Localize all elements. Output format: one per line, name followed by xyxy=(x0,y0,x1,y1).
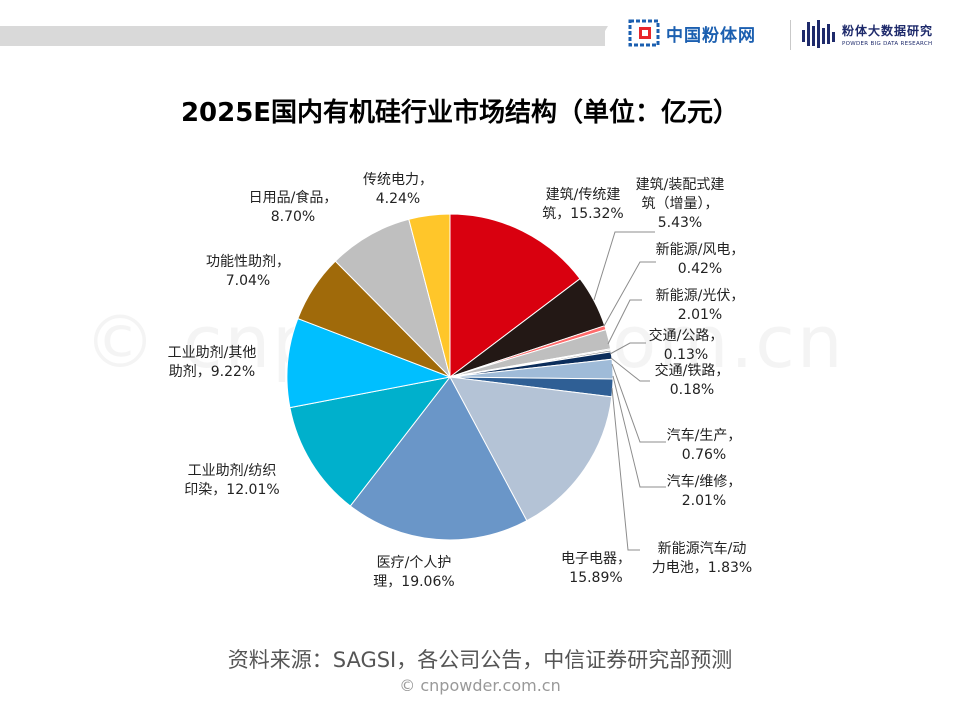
data-label-2-line-1: 0.42% xyxy=(678,261,722,277)
header-bar-notch xyxy=(596,26,608,46)
leader-line-8 xyxy=(611,387,640,551)
data-label-5-line-0: 交通/铁路， xyxy=(655,362,730,379)
pie-slice-11 xyxy=(289,376,452,507)
pie-slice-14 xyxy=(334,218,451,379)
leader-line-7 xyxy=(612,375,666,488)
data-label-9: 电子电器， 15.89% xyxy=(561,551,631,586)
data-label-8-line-1: 力电池，1.83% xyxy=(652,560,752,576)
data-label-11-line-0: 工业助剂/纺织 xyxy=(188,463,277,479)
bar-graph-logo-icon xyxy=(802,20,835,48)
data-label-14-line-1: 8.70% xyxy=(271,209,315,225)
data-label-6-line-0: 汽车/生产， xyxy=(667,427,742,444)
pie-slice-0 xyxy=(449,213,581,379)
data-label-4-line-1: 0.13% xyxy=(664,347,708,363)
data-label-4-line-0: 交通/公路， xyxy=(649,327,724,344)
pie-slice-15 xyxy=(408,213,451,378)
data-label-1-line-0: 建筑/装配式建 xyxy=(636,177,725,193)
data-label-14: 日用品/食品， 8.70% xyxy=(249,189,338,225)
data-label-12: 工业助剂/其他助剂，9.22% xyxy=(168,345,257,380)
leader-line-6 xyxy=(611,363,666,443)
data-label-12-line-0: 工业助剂/其他 xyxy=(168,345,257,361)
data-label-5: 交通/铁路， 0.18% xyxy=(655,362,730,398)
data-label-13-line-1: 7.04% xyxy=(226,273,270,289)
leader-line-2 xyxy=(603,261,656,327)
data-label-2: 新能源/风电， 0.42% xyxy=(656,242,745,277)
powder-big-data-logo[interactable]: 粉体大数据研究 POWDER BIG DATA RESEARCH xyxy=(800,16,933,52)
data-label-10: 医疗/个人护理，19.06% xyxy=(373,555,454,590)
data-label-15-line-1: 4.24% xyxy=(376,191,420,207)
data-label-1-line-1: 筑（增量）， xyxy=(642,196,719,212)
data-label-8: 新能源汽车/动力电池，1.83% xyxy=(652,540,752,576)
cnpowder-logo[interactable]: 中国粉体网 xyxy=(628,16,756,50)
data-label-8-line-0: 新能源汽车/动 xyxy=(658,540,747,557)
cnpowder-logo-icon xyxy=(628,19,660,47)
data-label-0: 建筑/传统建筑，15.32% xyxy=(542,187,623,222)
data-label-2-line-0: 新能源/风电， xyxy=(656,242,745,258)
data-label-3-line-0: 新能源/光伏， xyxy=(656,288,745,304)
data-label-9-line-1: 15.89% xyxy=(569,570,622,586)
pie-slice-9 xyxy=(449,376,613,522)
data-label-0-line-1: 筑，15.32% xyxy=(542,206,623,222)
data-label-13-line-0: 功能性助剂， xyxy=(206,254,290,270)
footer-copyright: © cnpowder.com.cn xyxy=(399,676,561,695)
data-label-15: 传统电力， 4.24% xyxy=(363,172,433,207)
data-label-4: 交通/公路， 0.13% xyxy=(649,327,724,363)
data-label-7: 汽车/维修， 2.01% xyxy=(667,473,742,509)
leader-line-1 xyxy=(593,231,655,301)
cnpowder-logo-text: 中国粉体网 xyxy=(666,25,756,46)
leader-line-4 xyxy=(609,342,646,355)
chart-title: 2025E国内有机硅行业市场结构（单位：亿元） xyxy=(180,98,740,128)
data-label-6: 汽车/生产， 0.76% xyxy=(667,427,742,463)
data-label-3: 新能源/光伏， 2.01% xyxy=(656,288,745,323)
data-label-14-line-0: 日用品/食品， xyxy=(249,189,338,206)
header-bar xyxy=(0,26,605,46)
logo-separator xyxy=(790,20,791,50)
data-label-9-line-0: 电子电器， xyxy=(561,551,631,567)
leader-line-3 xyxy=(607,299,642,345)
data-label-1: 建筑/装配式建筑（增量）， 5.43% xyxy=(636,177,725,231)
data-label-7-line-0: 汽车/维修， xyxy=(667,473,742,490)
pie-slice-12 xyxy=(286,317,452,409)
data-label-1-line-2: 5.43% xyxy=(658,215,702,231)
pie-slice-10 xyxy=(349,376,528,541)
logo2-english-name: POWDER BIG DATA RESEARCH xyxy=(842,40,933,47)
data-label-6-line-1: 0.76% xyxy=(682,447,726,463)
data-label-12-line-1: 助剂，9.22% xyxy=(169,364,255,380)
data-label-10-line-1: 理，19.06% xyxy=(373,574,454,590)
data-label-7-line-1: 2.01% xyxy=(682,493,726,509)
data-label-5-line-1: 0.18% xyxy=(670,382,714,398)
data-label-10-line-0: 医疗/个人护 xyxy=(377,555,452,571)
data-label-11-line-1: 印染，12.01% xyxy=(184,482,279,498)
data-label-13: 功能性助剂， 7.04% xyxy=(206,254,290,289)
logo2-chinese-name: 粉体大数据研究 xyxy=(842,23,934,38)
data-label-11: 工业助剂/纺织印染，12.01% xyxy=(184,463,279,498)
data-label-15-line-0: 传统电力， xyxy=(363,172,433,188)
source-note: 资料来源：SAGSI，各公司公告，中信证券研究部预测 xyxy=(227,648,733,672)
data-label-0-line-0: 建筑/传统建 xyxy=(546,187,621,203)
leader-line-5 xyxy=(610,357,650,382)
data-label-3-line-1: 2.01% xyxy=(678,307,722,323)
